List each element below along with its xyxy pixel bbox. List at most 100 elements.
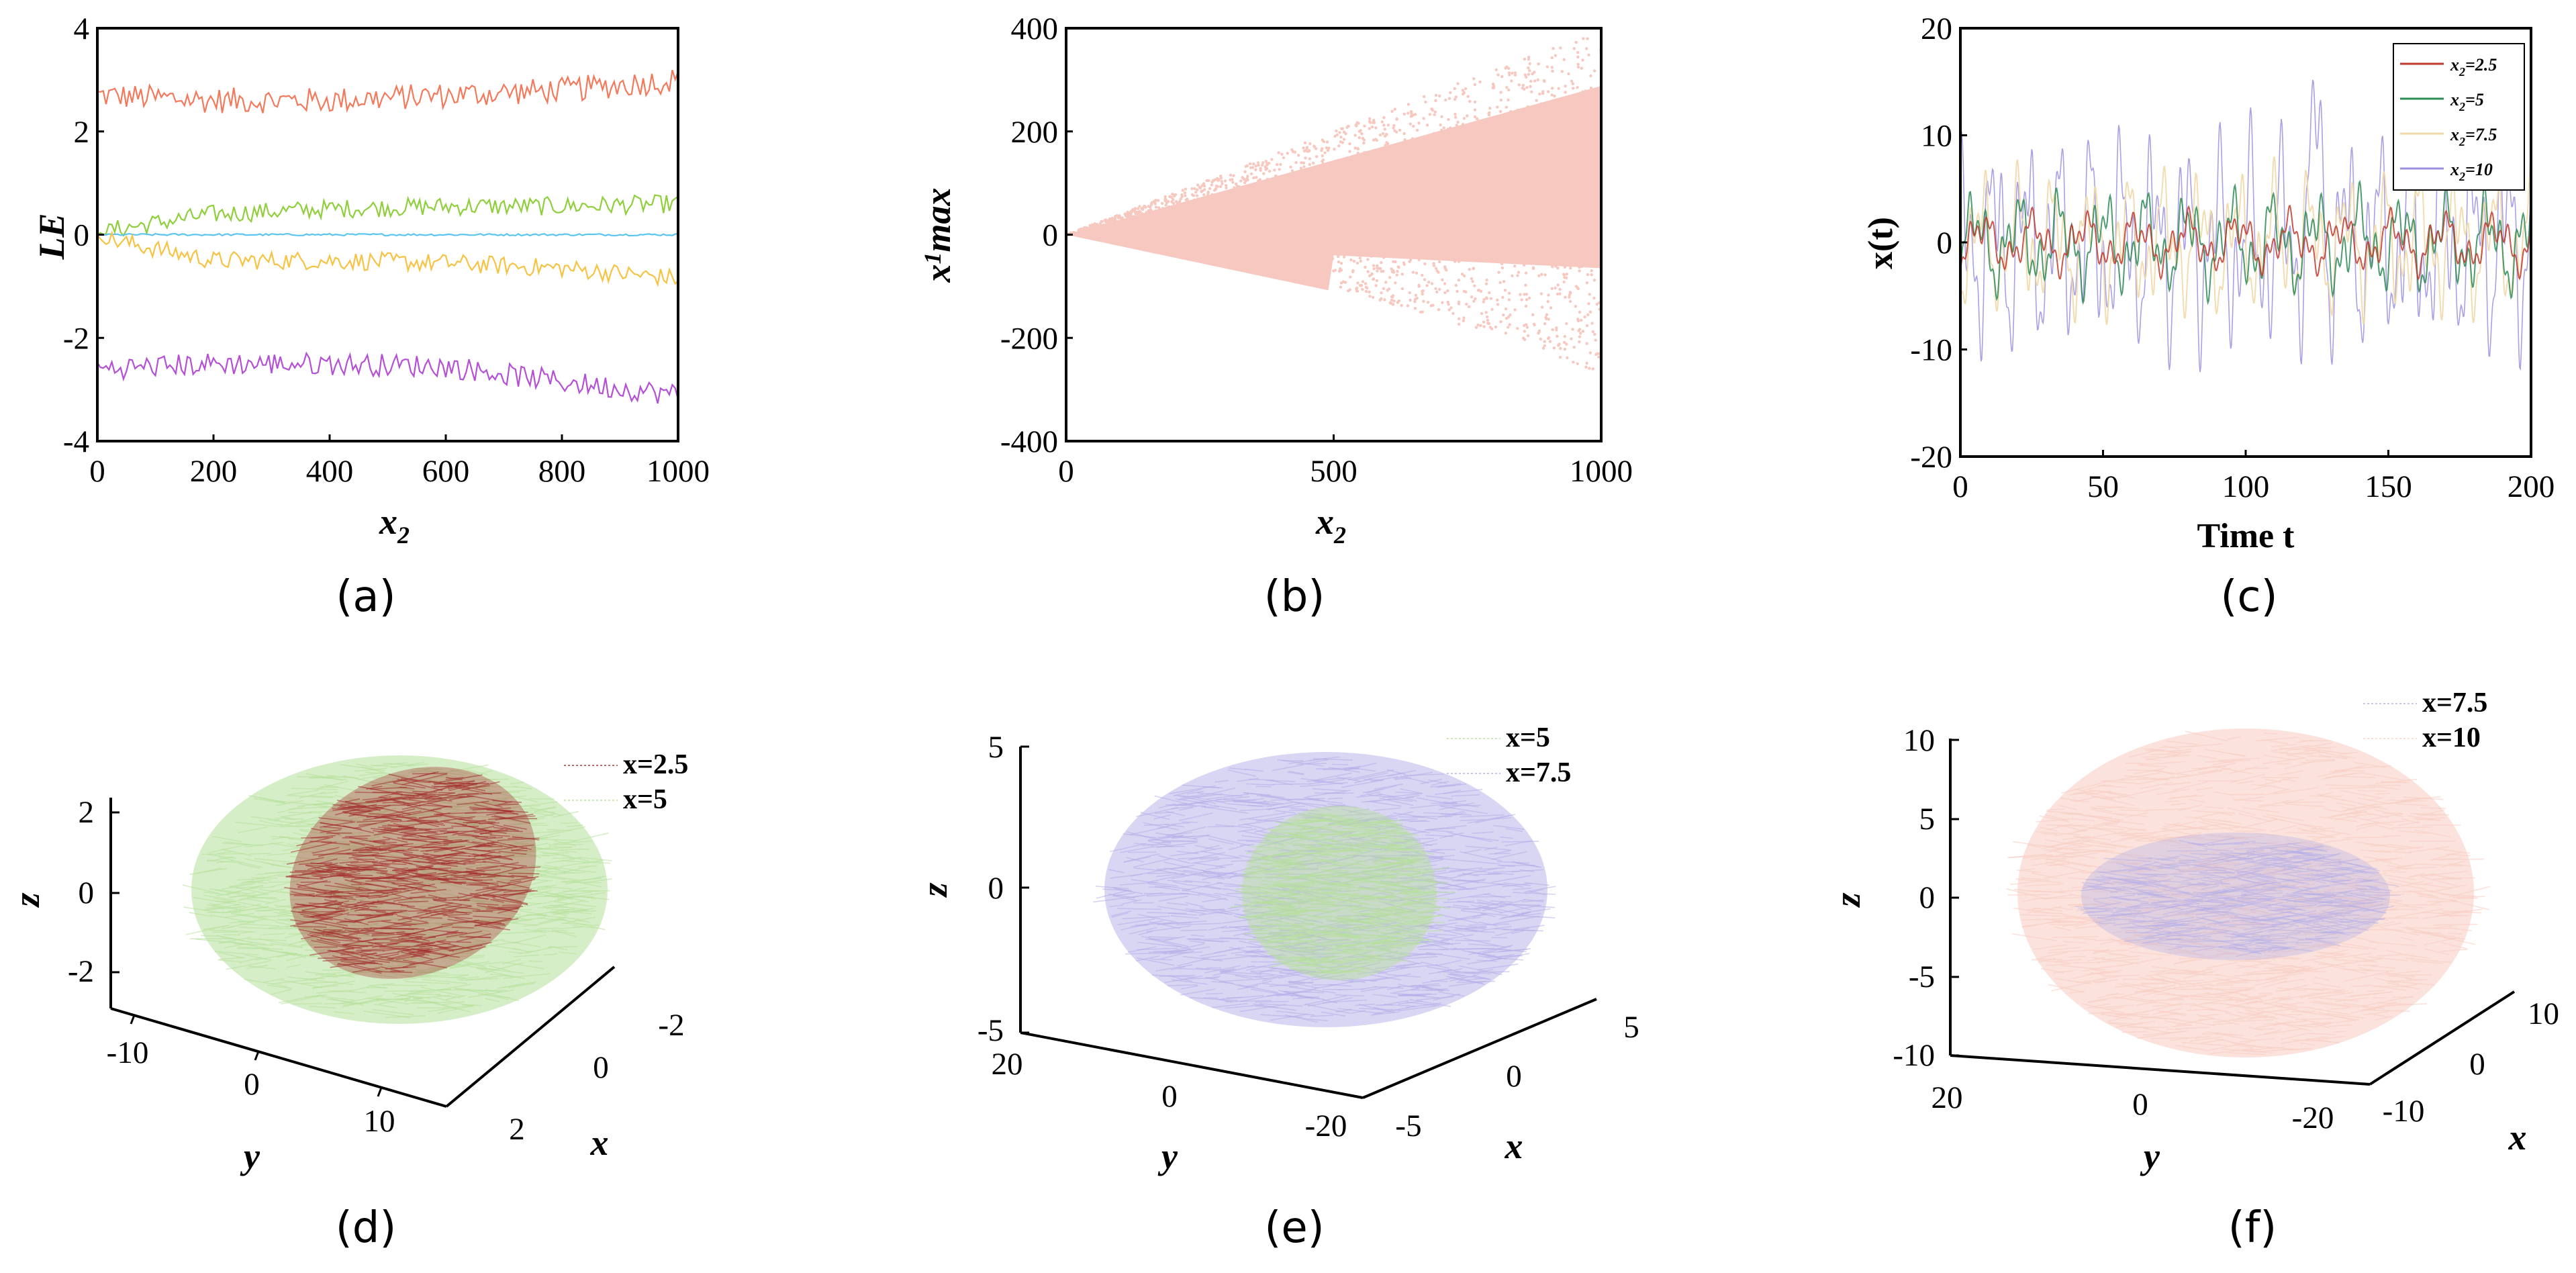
panel-b-point	[1172, 220, 1176, 224]
panel-c-xtick-label: 200	[2508, 469, 2555, 504]
panel-d-trajectory-stroke	[508, 822, 546, 825]
panel-b-point	[1436, 202, 1440, 205]
panel-b-point	[1585, 342, 1588, 345]
panel-b-point	[1325, 200, 1329, 203]
panel-d-trajectory-stroke	[275, 800, 304, 806]
panel-a-caption: (a)	[336, 572, 395, 622]
panel-b-point	[1137, 221, 1140, 225]
panel-b-point	[1175, 226, 1178, 230]
panel-b-point	[1165, 201, 1169, 204]
panel-b-point	[1416, 144, 1420, 148]
panel-b-point	[1330, 195, 1334, 198]
panel-b-point	[1153, 200, 1157, 203]
panel-b-point	[1289, 165, 1292, 169]
panel-b-point	[1562, 198, 1565, 201]
panel-b-point	[1398, 239, 1401, 242]
panel-b-point	[1514, 238, 1517, 241]
panel-b-point	[1154, 244, 1158, 248]
panel-b-point	[1476, 117, 1479, 121]
panel-b-point	[1268, 233, 1271, 236]
panel-b-point	[1531, 133, 1535, 137]
panel-b-point	[1516, 274, 1519, 277]
panel-b-point	[1370, 197, 1373, 201]
panel-b-point	[1546, 236, 1549, 239]
panel-b-point	[1207, 223, 1210, 226]
panel-b-point	[1244, 164, 1248, 168]
panel-c-xlabel: Time t	[2197, 517, 2295, 555]
panel-b-point	[1333, 148, 1336, 151]
panel-b-point	[1541, 138, 1544, 142]
panel-b-point	[1333, 249, 1337, 252]
panel-b-point	[1271, 199, 1274, 203]
panel-b-point	[1545, 313, 1549, 316]
panel-d-trajectory-stroke	[543, 953, 558, 956]
panel-d-trajectory-stroke	[441, 764, 489, 774]
panel-b-point	[1368, 295, 1372, 298]
panel-b-point	[1422, 167, 1425, 171]
panel-b-point	[1413, 238, 1416, 242]
panel-b-point	[1420, 144, 1423, 148]
panel-b-point	[1366, 176, 1369, 179]
panel-b-point	[1426, 234, 1430, 237]
panel-b-point	[1540, 219, 1543, 222]
panel-b-point	[1331, 257, 1335, 261]
panel-b-point	[1546, 300, 1549, 303]
panel-b-point	[1319, 228, 1322, 232]
panel-b-point	[1172, 198, 1175, 201]
panel-b-point	[1466, 114, 1469, 117]
panel-b-point	[1594, 128, 1598, 132]
panel-b-point	[1284, 254, 1288, 258]
panel-b-point	[1227, 238, 1230, 242]
panel-b-point	[1225, 250, 1229, 254]
panel-b-point	[1279, 162, 1282, 167]
panel-b-point	[1573, 240, 1577, 243]
panel-d-trajectory-stroke	[560, 848, 590, 851]
panel-b-point	[1278, 168, 1281, 171]
panel-d-trajectory-stroke	[565, 923, 600, 927]
panel-b-point	[1337, 202, 1341, 205]
panel-b-point	[1247, 218, 1251, 222]
panel-b-point	[1198, 186, 1202, 189]
panel-b-point	[1478, 209, 1482, 212]
panel-b-point	[1264, 168, 1268, 171]
panel-d-trajectory-stroke	[548, 904, 589, 910]
panel-b-point	[1523, 57, 1527, 61]
panel-d-trajectory-stroke	[524, 924, 538, 927]
panel-d-trajectory-stroke	[530, 847, 576, 853]
panel-b-point	[1360, 177, 1364, 180]
panel-d-tick-mark	[130, 1015, 136, 1025]
panel-e-trajectory-stroke	[1331, 763, 1349, 765]
panel-b-point	[1414, 170, 1417, 173]
panel-d-trajectory-stroke	[442, 955, 485, 967]
panel-b-point	[1231, 212, 1235, 216]
panel-b-point	[1409, 115, 1413, 118]
panel-b-point	[1331, 167, 1334, 171]
panel-b-point	[1380, 270, 1384, 273]
panel-b-point	[1331, 189, 1335, 192]
panel-b-point	[1594, 338, 1597, 342]
panel-b-point	[1256, 161, 1260, 164]
panel-b-point	[1468, 126, 1471, 129]
panel-b-point	[1241, 249, 1245, 252]
panel-b-point	[1456, 256, 1460, 260]
panel-b-point	[1499, 98, 1502, 102]
panel-b-point	[1472, 299, 1476, 303]
panel-b-point	[1204, 243, 1208, 247]
panel-b-point	[1524, 304, 1528, 308]
panel-b-point	[1573, 94, 1576, 97]
panel-d-trajectory-stroke	[380, 786, 424, 792]
panel-b-point	[1219, 222, 1223, 225]
panel-b-point	[1580, 90, 1584, 94]
panel-d-trajectory-stroke	[485, 841, 518, 843]
panel-b-point	[1394, 180, 1398, 183]
panel-d-tick-mark	[377, 1087, 383, 1097]
panel-b-point	[1409, 298, 1412, 302]
panel-b-point	[1384, 211, 1388, 216]
panel-b-point	[1533, 261, 1537, 265]
panel-b-point	[1581, 330, 1585, 333]
panel-b-point	[1243, 225, 1247, 228]
panel-b-point	[1473, 193, 1476, 197]
panel-b-point	[1578, 244, 1582, 247]
